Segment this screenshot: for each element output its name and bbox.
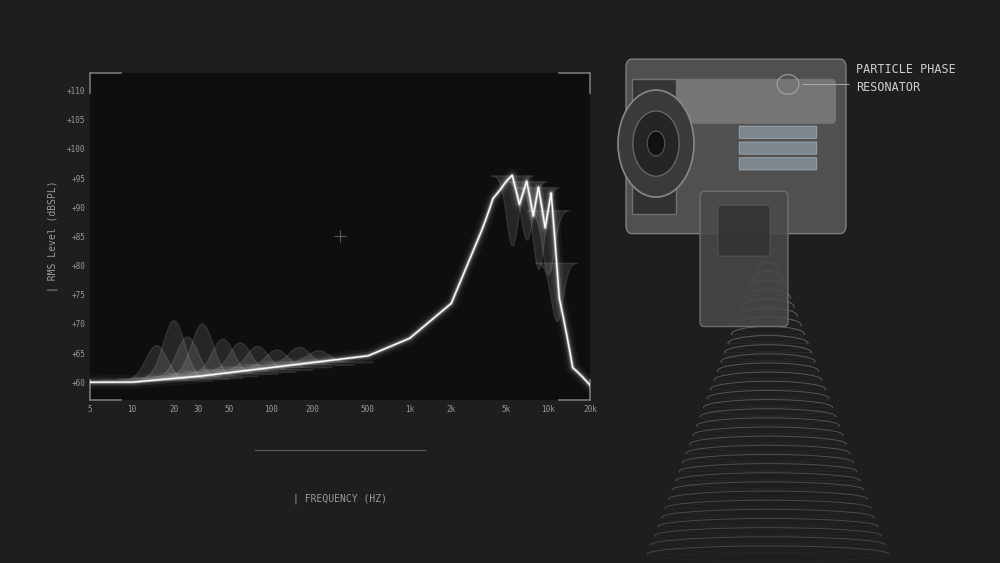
Circle shape <box>633 111 679 176</box>
Text: PARTICLE PHASE
RESONATOR: PARTICLE PHASE RESONATOR <box>856 63 956 95</box>
Text: | FREQUENCY (HZ): | FREQUENCY (HZ) <box>293 493 387 503</box>
FancyBboxPatch shape <box>739 142 817 154</box>
Circle shape <box>647 131 665 156</box>
FancyBboxPatch shape <box>718 205 770 256</box>
FancyBboxPatch shape <box>632 79 676 214</box>
FancyBboxPatch shape <box>636 79 836 124</box>
FancyBboxPatch shape <box>739 126 817 138</box>
Y-axis label: | RMS Level (dBSPL): | RMS Level (dBSPL) <box>48 181 58 292</box>
FancyBboxPatch shape <box>739 158 817 170</box>
FancyBboxPatch shape <box>700 191 788 327</box>
Circle shape <box>618 90 694 197</box>
FancyBboxPatch shape <box>626 59 846 234</box>
